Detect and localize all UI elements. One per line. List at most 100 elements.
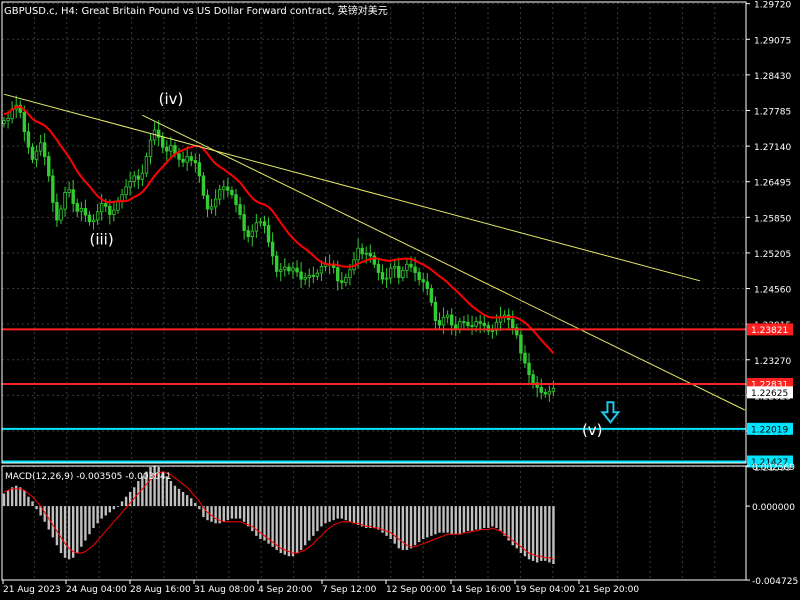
candle <box>112 201 116 222</box>
candle <box>531 369 535 389</box>
candle <box>478 314 482 334</box>
macd-histogram-bar <box>145 471 148 507</box>
candle <box>79 201 84 222</box>
elliott-wave-label: (iv) <box>159 90 184 108</box>
macd-histogram-bar <box>128 491 132 507</box>
trendline[interactable] <box>142 114 745 411</box>
price-level-tag <box>747 455 793 468</box>
macd-histogram-bar <box>251 506 254 532</box>
candle <box>449 308 454 335</box>
candle <box>205 189 210 217</box>
macd-histogram-bar <box>430 506 433 536</box>
macd-histogram-bar <box>259 506 262 539</box>
candle <box>95 203 100 225</box>
candle <box>384 268 389 288</box>
candle <box>128 171 132 196</box>
price-level-tag <box>747 323 793 336</box>
macd-histogram-bar <box>401 506 405 550</box>
price-panel[interactable]: (iii) (iv) (v) <box>2 90 746 463</box>
candle <box>75 198 79 218</box>
macd-histogram-bar <box>185 495 189 507</box>
y-tick-label: 1.26495 <box>754 179 791 189</box>
macd-histogram-bar <box>88 506 91 535</box>
macd-histogram-bar <box>478 506 482 530</box>
candle <box>283 258 287 277</box>
candle <box>34 145 39 168</box>
candle <box>99 193 104 221</box>
macd-histogram-bar <box>523 506 527 557</box>
x-tick-label: 7 Sep 12:00 <box>322 585 377 595</box>
macd-histogram-bar <box>173 485 177 507</box>
macd-histogram-bar <box>247 506 250 527</box>
y-tick-label: 1.29720 <box>754 1 791 11</box>
macd-histogram-bar <box>454 506 457 535</box>
macd-histogram-bar <box>348 506 352 522</box>
macd-histogram-bar <box>360 506 364 527</box>
candle <box>388 263 393 284</box>
candle <box>262 215 267 234</box>
candle <box>63 186 67 217</box>
macd-histogram-bar <box>422 506 425 539</box>
candle <box>506 308 511 330</box>
macd-histogram-bar <box>324 506 327 524</box>
candle <box>539 378 543 400</box>
macd-histogram-bar <box>55 506 59 546</box>
macd-histogram-bar <box>507 506 510 541</box>
macd-histogram-bar <box>442 506 445 533</box>
macd-histogram-bar <box>544 506 547 561</box>
macd-histogram-bar <box>165 476 168 507</box>
candle <box>319 260 324 281</box>
macd-histogram-bar <box>39 506 42 516</box>
macd-histogram-bar <box>385 506 388 536</box>
macd-histogram-bar <box>356 506 360 525</box>
macd-signal-line <box>3 471 554 560</box>
candle <box>242 204 246 240</box>
macd-histogram-bar <box>198 506 201 510</box>
macd-panel[interactable] <box>2 465 555 565</box>
candle <box>43 132 47 166</box>
candle <box>344 273 348 287</box>
macd-histogram-bar <box>255 506 258 536</box>
candle <box>401 266 405 282</box>
macd-histogram-bar <box>222 506 225 522</box>
candle <box>22 105 27 142</box>
x-tick-label: 19 Sep 04:00 <box>515 585 575 595</box>
macd-histogram-bar <box>161 471 164 507</box>
macd-histogram-bar <box>177 488 181 507</box>
macd-histogram-bar <box>283 506 287 555</box>
macd-histogram-bar <box>291 506 295 557</box>
x-tick-label: 14 Sep 16:00 <box>451 585 511 595</box>
current-price-tag <box>747 386 793 399</box>
y-tick-label: 1.25205 <box>754 250 791 260</box>
chart-window-title: GBPUSD.c, H4: Great Britain Pound vs US … <box>4 4 388 17</box>
candle <box>270 232 275 265</box>
candle <box>209 198 214 214</box>
candle <box>523 345 527 368</box>
y-tick-label: 1.27785 <box>754 107 791 117</box>
macd-histogram-bar <box>210 506 213 522</box>
candle <box>144 152 149 178</box>
macd-histogram-bar <box>458 506 462 535</box>
macd-histogram-bar <box>340 506 344 519</box>
candle <box>340 271 344 290</box>
macd-histogram-bar <box>552 506 555 565</box>
candle <box>87 211 92 226</box>
candle <box>515 323 519 339</box>
trendline[interactable] <box>3 93 701 282</box>
candle <box>307 268 311 288</box>
macd-histogram-bar <box>320 506 323 527</box>
macd-histogram-bar <box>474 506 478 530</box>
macd-histogram-bar <box>487 506 490 529</box>
candle <box>67 181 71 198</box>
macd-histogram-bar <box>31 501 34 507</box>
candle <box>10 101 14 124</box>
candle <box>30 143 35 164</box>
candle <box>226 178 230 198</box>
candle <box>511 310 515 335</box>
macd-panel-frame <box>1 465 747 581</box>
candle <box>18 100 22 119</box>
macd-histogram-bar <box>23 490 26 507</box>
macd-histogram-bar <box>153 465 156 507</box>
macd-y-tick-label: -0.004725 <box>752 577 798 587</box>
